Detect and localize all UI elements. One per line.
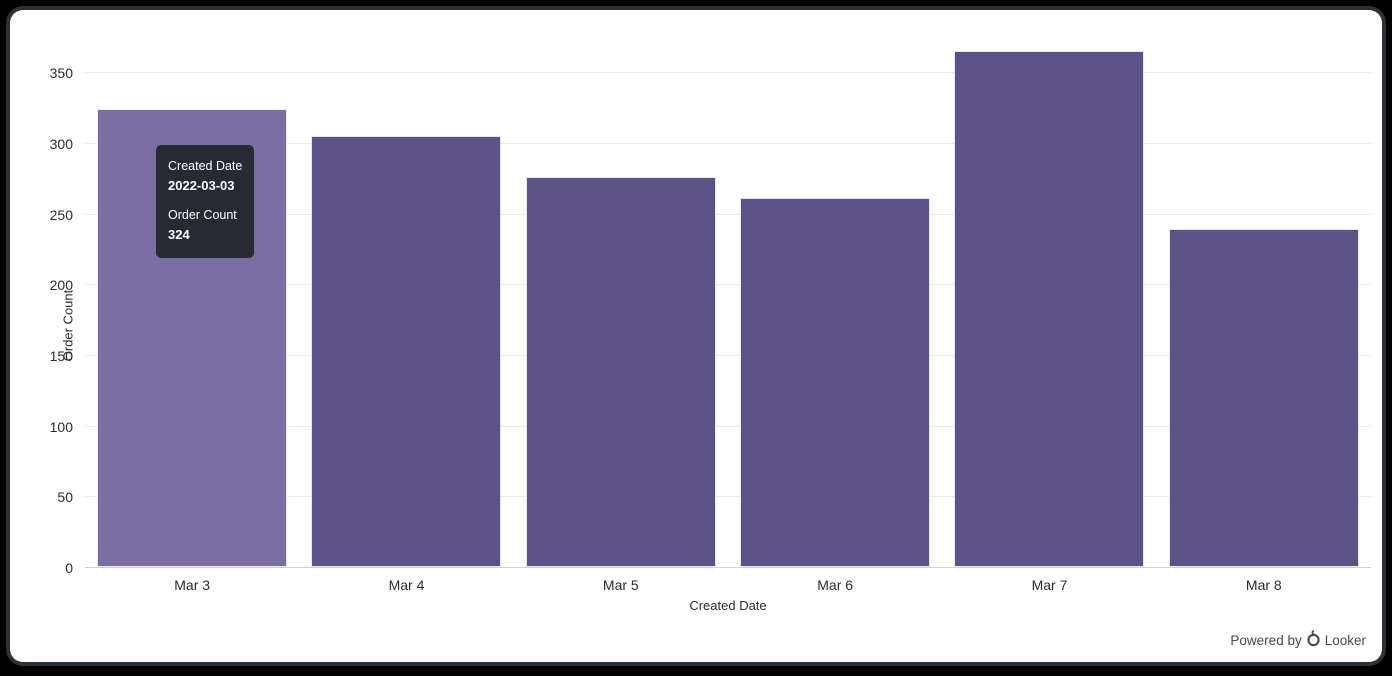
x-axis-tick-labels: Mar 3 Mar 4 Mar 5 Mar 6 Mar 7 Mar 8 (85, 577, 1371, 593)
bar-mar-6[interactable] (740, 198, 931, 567)
bar-slot (299, 37, 513, 567)
tooltip-dimension-label: Created Date (168, 159, 243, 173)
bar-mar-7[interactable] (954, 51, 1145, 567)
gridline (85, 496, 1371, 498)
y-tick-label: 250 (49, 206, 73, 223)
gridline (85, 143, 1371, 144)
gridline (85, 284, 1371, 286)
gridline (85, 425, 1371, 427)
bar-slot (728, 37, 942, 567)
powered-by-text: Powered by (1230, 632, 1302, 648)
bar-slot (514, 37, 728, 567)
y-tick-label: 350 (49, 65, 73, 82)
bar-slot (1157, 37, 1371, 567)
bar-mar-4[interactable] (311, 136, 502, 567)
plot-area: 0 50 100 150 200 250 300 350 (50, 37, 1371, 576)
tooltip-group: Order Count 324 (168, 206, 242, 244)
x-tick-label: Mar 3 (174, 577, 211, 593)
y-tick-label: 100 (49, 418, 73, 435)
bar-mar-8[interactable] (1168, 229, 1359, 567)
y-tick-label: 200 (49, 277, 73, 294)
x-tick-label: Mar 6 (817, 577, 854, 593)
bar-slot (85, 37, 299, 567)
y-tick-label: 50 (57, 489, 73, 506)
hover-tooltip: Created Date 2022-03-03 Order Count 324 (156, 145, 255, 258)
gridline (85, 72, 1371, 74)
looker-brand-text: Looker (1324, 632, 1366, 648)
bar-mar-5[interactable] (525, 177, 716, 567)
powered-by-looker-link[interactable]: Powered by Looker (1230, 630, 1366, 650)
x-tick-label: Mar 4 (388, 577, 425, 593)
bar-slot (942, 37, 1156, 567)
x-axis-title: Created Date (689, 598, 767, 613)
y-tick-label: 300 (49, 136, 73, 152)
x-axis-line (85, 567, 1371, 568)
gridline (85, 355, 1371, 356)
x-tick-label: Mar 7 (1031, 577, 1068, 593)
gridline (85, 213, 1371, 215)
looker-logo-icon (1306, 630, 1321, 650)
bars-row (85, 37, 1371, 567)
x-tick-label: Mar 8 (1245, 577, 1282, 593)
tooltip-group: Created Date 2022-03-03 (168, 157, 242, 195)
x-tick-label: Mar 5 (602, 577, 639, 593)
tooltip-measure-label: Order Count (168, 208, 237, 223)
y-tick-label: 150 (49, 348, 73, 364)
tooltip-dimension-value: 2022-03-03 (168, 177, 235, 193)
tooltip-measure-value: 324 (168, 227, 190, 242)
y-tick-label: 0 (65, 560, 73, 576)
